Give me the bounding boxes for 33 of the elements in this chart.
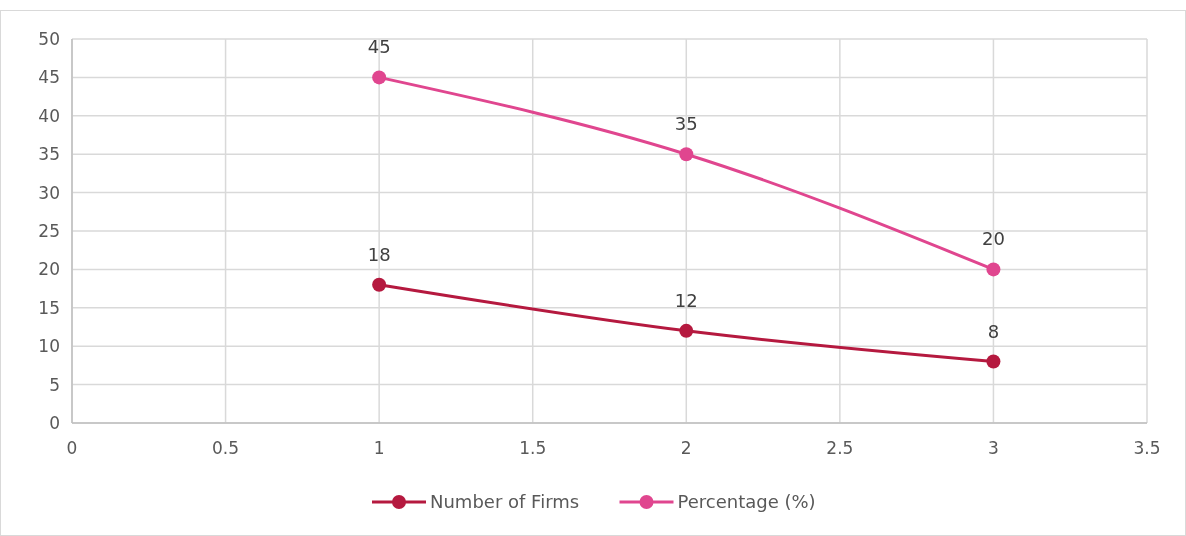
y-tick-label: 0 xyxy=(49,412,60,433)
point xyxy=(986,354,1001,369)
y-tick-label: 15 xyxy=(38,297,60,318)
x-tick-label: 1 xyxy=(373,438,385,458)
y-tick-label: 20 xyxy=(38,259,60,280)
data-label: 45 xyxy=(367,36,391,58)
y-tick-label: 25 xyxy=(38,220,60,241)
point xyxy=(986,262,1001,277)
x-tick-label: 3 xyxy=(988,438,999,458)
x-tick-label: 2.5 xyxy=(826,438,854,458)
point xyxy=(679,323,694,338)
data-label: 35 xyxy=(674,113,698,135)
legend-label: Number of Firms xyxy=(430,491,580,513)
y-tick-label: 45 xyxy=(38,67,60,88)
x-tick-label: 0 xyxy=(66,438,78,458)
y-tick-label: 30 xyxy=(38,182,60,203)
y-tick-label: 40 xyxy=(38,105,60,126)
data-label: 18 xyxy=(367,243,391,265)
y-tick-label: 5 xyxy=(49,374,60,395)
y-tick-label: 50 xyxy=(38,28,60,49)
x-tick-label: 3.5 xyxy=(1133,438,1161,458)
y-tick-label: 10 xyxy=(38,336,60,357)
x-tick-label: 2 xyxy=(680,438,692,458)
point xyxy=(679,147,694,162)
data-label: 12 xyxy=(674,289,698,311)
y-tick-label: 35 xyxy=(38,144,60,165)
legend-label: Percentage (%) xyxy=(677,491,816,513)
point xyxy=(372,277,387,292)
data-label: 20 xyxy=(981,228,1005,250)
data-label: 8 xyxy=(987,320,1000,342)
point xyxy=(372,70,387,85)
x-tick-label: 0.5 xyxy=(212,438,240,458)
x-tick-label: 1.5 xyxy=(519,438,547,458)
